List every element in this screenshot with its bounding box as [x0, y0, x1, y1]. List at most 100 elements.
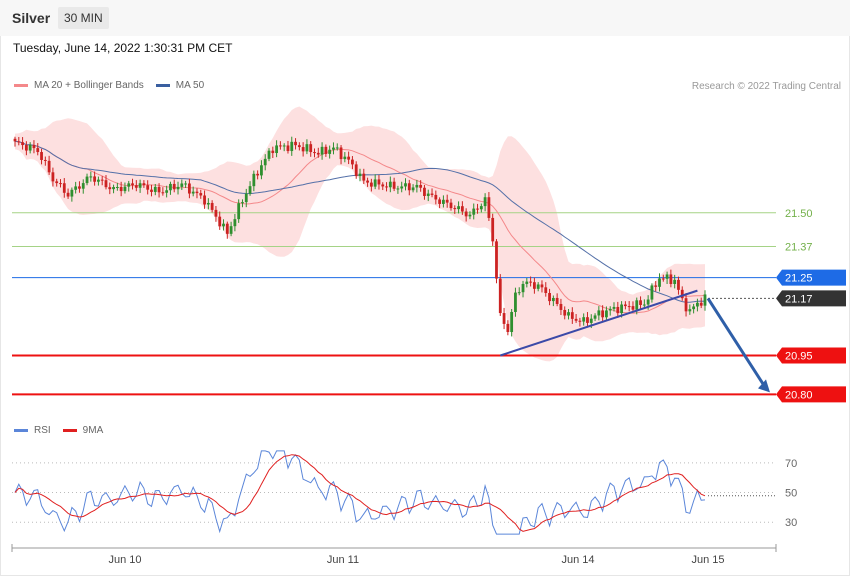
candle-body	[582, 317, 586, 322]
candle-body	[74, 186, 78, 190]
rsi-line	[14, 450, 706, 535]
candle-body	[358, 173, 362, 177]
candle-body	[373, 179, 377, 187]
legend-label-ma50: MA 50	[175, 80, 205, 91]
forecast-arrow-head	[758, 379, 770, 393]
candle-body	[551, 297, 555, 302]
candle-body	[498, 278, 502, 314]
candle-body	[97, 179, 100, 182]
candle-body	[688, 309, 692, 312]
candle-body	[123, 186, 127, 192]
candle-body	[677, 279, 680, 290]
candle-body	[347, 156, 351, 160]
9ma-swatch-icon	[62, 429, 77, 432]
candle-body	[487, 197, 491, 218]
candle-body	[438, 199, 442, 204]
candle-body	[407, 183, 411, 191]
candle-body	[313, 152, 316, 154]
candle-body	[426, 193, 430, 196]
legend-label-rsi: RSI	[34, 425, 51, 436]
support-trendline	[499, 289, 698, 357]
price-legend: MA 20 + Bollinger Bands MA 50	[14, 80, 216, 91]
candle-body	[673, 279, 677, 284]
candle-body	[222, 223, 225, 227]
candle-body	[593, 315, 597, 319]
candle-body	[559, 303, 563, 310]
candle-body	[544, 287, 548, 293]
candle-body	[366, 180, 369, 183]
candle-body	[89, 176, 93, 178]
x-tick-label: Jun 10	[108, 554, 141, 566]
candle-body	[294, 141, 297, 146]
rsi-9ma-line	[14, 454, 706, 532]
candle-body	[55, 181, 59, 184]
candle-body	[381, 184, 385, 187]
rsi-tick-30: 30	[785, 517, 797, 529]
header-bar: Silver 30 MIN	[0, 0, 850, 36]
candle-body	[612, 306, 616, 309]
candle-body	[642, 304, 646, 306]
candle-body	[335, 147, 339, 149]
rsi-legend: RSI 9MA	[14, 425, 115, 436]
candle-body	[17, 141, 21, 143]
level-label-21-25: 21.25	[785, 273, 813, 285]
candle-body	[442, 199, 445, 204]
candle-body	[142, 183, 146, 186]
candle-body	[100, 179, 104, 181]
candle-body	[506, 323, 510, 333]
candle-body	[108, 187, 112, 190]
candle-body	[567, 312, 570, 316]
candle-body	[574, 318, 578, 321]
candle-body	[260, 165, 263, 176]
candle-body	[309, 144, 313, 153]
interval-selector[interactable]: 30 MIN	[58, 7, 109, 29]
level-label-20-95: 20.95	[785, 351, 813, 363]
candle-body	[233, 219, 237, 227]
candle-body	[43, 159, 47, 161]
candle-body	[468, 214, 472, 217]
candle-body	[165, 190, 169, 193]
candle-body	[127, 183, 131, 187]
candle-body	[244, 193, 248, 203]
candle-body	[252, 173, 256, 187]
candle-body	[423, 187, 426, 196]
candle-body	[225, 223, 229, 234]
ma50-swatch-icon	[155, 84, 170, 87]
candle-body	[563, 309, 567, 316]
candle-body	[286, 145, 290, 152]
candle-body	[241, 202, 244, 204]
candle-body	[85, 176, 89, 184]
candle-body	[203, 195, 206, 205]
legend-item-ma50: MA 50	[155, 80, 205, 91]
candle-body	[529, 281, 533, 283]
candle-body	[555, 297, 559, 304]
candle-body	[131, 183, 134, 186]
candle-body	[328, 149, 332, 154]
candle-body	[472, 208, 476, 215]
level-tag-20-95	[776, 347, 846, 364]
candle-body	[146, 185, 150, 190]
candle-body	[627, 306, 631, 308]
level-tag-20-80	[776, 386, 846, 403]
rsi-swatch-icon	[14, 429, 28, 432]
candle-body	[172, 183, 176, 190]
candle-body	[206, 202, 210, 205]
candle-body	[161, 192, 165, 194]
candle-body	[351, 159, 354, 165]
candle-body	[502, 313, 506, 324]
candle-body	[703, 294, 707, 306]
candle-body	[362, 173, 366, 181]
candle-body	[112, 187, 115, 190]
candle-body	[66, 192, 70, 197]
ma20-swatch-icon	[14, 84, 28, 87]
rsi-tick-70: 70	[785, 458, 797, 470]
candle-body	[404, 183, 407, 187]
candle-body	[343, 156, 347, 160]
candle-body	[400, 186, 404, 189]
candle-body	[150, 189, 153, 192]
candle-body	[256, 173, 260, 176]
candle-body	[324, 146, 328, 154]
candle-body	[214, 209, 218, 217]
candles-group	[13, 136, 707, 337]
